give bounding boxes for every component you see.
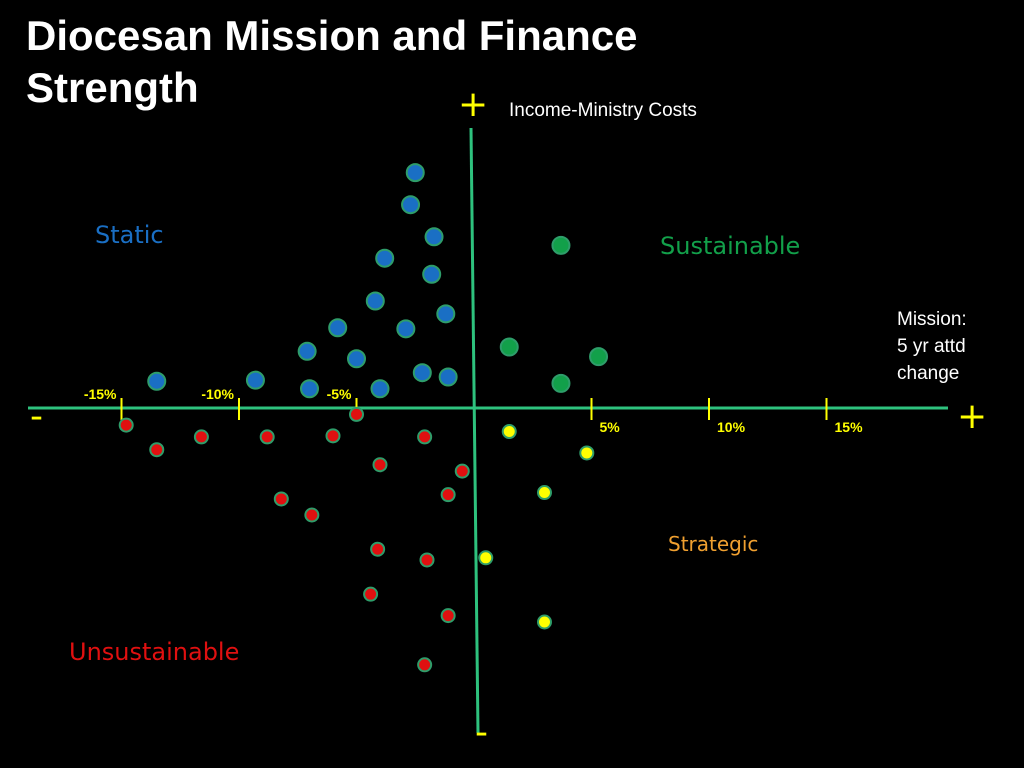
- data-point-unsustainable: [259, 429, 275, 445]
- x-tick-label: 5%: [600, 419, 621, 435]
- y-axis-top-label: +2.5 million: [30, 104, 106, 121]
- data-point-static: [424, 227, 444, 247]
- data-point-sustainable: [499, 337, 519, 357]
- data-point-unsustainable: [417, 657, 433, 673]
- x-axis-negative-sign: -: [30, 396, 43, 437]
- data-point-unsustainable: [417, 429, 433, 445]
- data-point-static: [401, 195, 421, 215]
- x-tick-label: -15%: [84, 386, 117, 402]
- data-point-strategic: [537, 485, 552, 501]
- quadrant-label-unsustainable: Unsustainable: [69, 638, 239, 666]
- data-point-static: [438, 367, 458, 387]
- quadrant-label-strategic: Strategic: [668, 532, 758, 556]
- y-axis-title: Income-Ministry Costs: [509, 100, 697, 121]
- data-point-static: [436, 304, 456, 324]
- data-point-static: [412, 363, 432, 383]
- quadrant-label-sustainable: Sustainable: [660, 232, 800, 260]
- quadrant-label-static: Static: [95, 221, 164, 249]
- data-point-unsustainable: [440, 608, 456, 624]
- data-point-sustainable: [589, 347, 609, 367]
- data-point-unsustainable: [118, 417, 134, 433]
- data-point-strategic: [579, 445, 595, 461]
- data-point-unsustainable: [304, 507, 320, 523]
- data-point-static: [300, 379, 319, 399]
- data-point-unsustainable: [440, 487, 456, 503]
- x-axis-positive-sign: +: [957, 396, 987, 437]
- x-axis-title-line: Mission:: [897, 309, 967, 330]
- data-point-static: [405, 163, 425, 183]
- page-title: Diocesan Mission and Finance Strength: [26, 12, 638, 111]
- data-point-sustainable: [551, 373, 571, 393]
- x-tick-label: -10%: [201, 386, 234, 402]
- data-point-unsustainable: [325, 428, 341, 444]
- x-axis-title-line: 5 yr attd: [897, 336, 966, 357]
- data-point-strategic: [537, 614, 552, 630]
- x-tick-label: 10%: [717, 419, 746, 435]
- y-axis-line: [469, 127, 480, 734]
- x-tick-label: 15%: [835, 419, 864, 435]
- data-point-unsustainable: [363, 586, 379, 602]
- y-axis-positive-sign: +: [458, 84, 488, 125]
- data-point-sustainable: [551, 235, 571, 255]
- data-point-static: [328, 318, 348, 338]
- data-point-strategic: [501, 424, 517, 440]
- data-point-static: [347, 349, 366, 369]
- x-axis-title-line: change: [897, 363, 959, 384]
- data-point-unsustainable: [454, 463, 470, 479]
- data-point-static: [396, 319, 416, 339]
- data-point-static: [297, 341, 317, 361]
- data-points: [118, 163, 609, 673]
- data-point-unsustainable: [372, 457, 388, 473]
- data-point-strategic: [478, 550, 494, 566]
- data-point-static: [422, 264, 442, 284]
- data-point-static: [370, 379, 390, 399]
- data-point-unsustainable: [273, 491, 289, 507]
- x-tick-label: -5%: [327, 386, 352, 402]
- data-point-unsustainable: [149, 442, 165, 458]
- data-point-unsustainable: [193, 429, 209, 445]
- data-point-unsustainable: [370, 541, 386, 557]
- data-point-unsustainable: [349, 406, 364, 422]
- y-axis-negative-sign: -: [475, 712, 488, 753]
- x-axis-ticks: -15% -10% -5% 5% 10% 15%: [84, 386, 863, 435]
- y-axis-bottom-label: -2.5 million: [18, 720, 91, 737]
- data-point-static: [147, 371, 167, 391]
- data-point-static: [365, 291, 385, 311]
- x-axis-title: Mission: 5 yr attd change: [897, 309, 967, 384]
- data-point-unsustainable: [419, 552, 435, 568]
- data-point-static: [375, 248, 395, 268]
- data-point-static: [245, 370, 265, 390]
